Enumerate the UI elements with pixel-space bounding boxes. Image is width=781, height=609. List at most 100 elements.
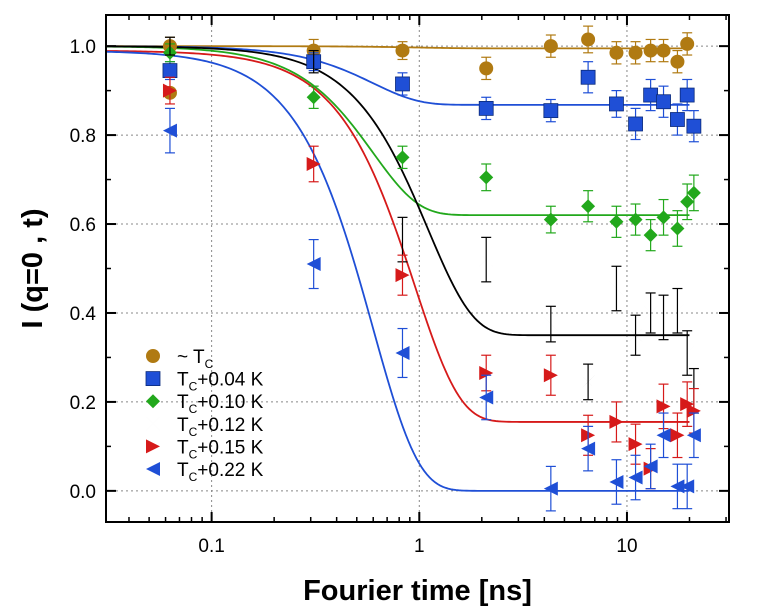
data-point-series-2 — [581, 199, 596, 214]
data-point-series-1 — [543, 103, 559, 119]
data-point-series-1 — [395, 76, 410, 92]
data-point-series-1 — [656, 94, 671, 110]
data-point-series-1 — [162, 63, 178, 78]
y-tick-label: 0.0 — [70, 482, 96, 503]
data-point-series-3 — [670, 303, 685, 318]
data-points — [162, 25, 702, 512]
data-point-series-3 — [479, 252, 494, 267]
data-point-series-0 — [643, 43, 658, 58]
data-point-series-5 — [479, 390, 494, 405]
legend-label-1: TC+0.04 K — [177, 370, 264, 394]
data-point-series-5 — [395, 346, 410, 360]
axis-ticks: 0.1 1 10 0.0 0.2 0.4 0.6 0.8 1.0 — [70, 15, 729, 557]
data-point-series-1 — [686, 118, 702, 134]
data-point-series-5 — [628, 470, 643, 485]
data-point-series-3 — [643, 305, 658, 320]
legend-label-suffix: +0.10 K — [197, 392, 263, 413]
data-point-series-2 — [306, 90, 321, 105]
data-point-series-1 — [679, 87, 695, 103]
data-point-series-1 — [670, 112, 685, 127]
x-axis-title: Fourier time [ns] — [303, 575, 532, 607]
fit-curve-5 — [105, 50, 690, 492]
y-axis-title: I (q=0 , t) — [17, 208, 49, 328]
data-point-series-5 — [643, 459, 658, 474]
data-point-series-0 — [395, 43, 410, 58]
legend-label-2: TC+0.10 K — [177, 392, 264, 416]
data-point-series-3 — [543, 317, 558, 332]
legend-marker-5 — [146, 462, 160, 476]
data-point-series-3 — [628, 328, 643, 343]
data-point-series-3 — [609, 281, 624, 296]
data-point-series-4 — [479, 366, 494, 381]
data-point-series-2 — [680, 194, 695, 209]
data-point-series-3 — [395, 232, 410, 247]
legend-label-4: TC+0.15 K — [177, 437, 264, 461]
data-point-series-0 — [543, 39, 558, 54]
y-tick-label: 0.8 — [70, 126, 96, 147]
y-tick-label: 0.2 — [70, 393, 96, 414]
data-point-series-1 — [478, 100, 494, 116]
data-point-series-2 — [670, 221, 685, 236]
data-point-series-3 — [680, 346, 695, 360]
data-point-series-2 — [479, 170, 494, 185]
data-point-series-4 — [670, 428, 685, 443]
legend-label-sub: C — [189, 380, 198, 394]
data-point-series-4 — [306, 156, 321, 171]
legend-marker-2 — [146, 394, 160, 409]
data-point-series-0 — [609, 45, 624, 60]
data-point-series-0 — [656, 43, 671, 58]
data-point-series-4 — [628, 437, 643, 452]
legend-label-main: T — [177, 392, 189, 413]
legend-marker-0 — [146, 349, 160, 363]
data-point-series-4 — [686, 403, 701, 418]
legend-label-main: T — [177, 437, 189, 458]
x-tick-label: 1 — [414, 536, 425, 557]
data-point-series-0 — [670, 54, 685, 69]
legend-label-main: T — [177, 415, 189, 436]
legend-label-5: TC+0.22 K — [177, 460, 264, 484]
data-point-series-1 — [609, 96, 624, 112]
data-point-series-0 — [628, 45, 643, 60]
data-point-series-2 — [628, 212, 643, 227]
data-point-series-5 — [162, 123, 177, 138]
legend-label-sub: C — [189, 447, 198, 461]
legend-label-3: TC+0.12 K — [177, 415, 264, 439]
data-point-series-3 — [656, 310, 671, 325]
legend-label-suffix: +0.22 K — [197, 460, 263, 481]
fit-curve-4 — [105, 50, 690, 423]
data-point-series-4 — [395, 268, 410, 283]
y-tick-label: 0.6 — [70, 215, 96, 236]
data-point-series-4 — [543, 368, 558, 383]
data-point-series-0 — [581, 32, 596, 47]
fit-curve-3 — [105, 45, 690, 337]
legend-marker-1 — [145, 371, 161, 387]
data-point-series-5 — [670, 479, 685, 494]
data-point-series-5 — [306, 257, 321, 272]
legend-label-main: T — [177, 460, 189, 481]
legend-label-main: ~ T — [177, 347, 205, 368]
x-tick-label: 0.1 — [198, 536, 224, 557]
legend-label-sub: C — [205, 357, 214, 371]
data-point-series-2 — [395, 150, 410, 165]
data-point-series-4 — [162, 83, 177, 98]
data-point-series-5 — [581, 441, 596, 456]
y-tick-label: 1.0 — [70, 37, 96, 58]
legend-label-0: ~ TC — [177, 347, 214, 371]
legend-label-main: T — [177, 370, 189, 391]
data-point-series-2 — [609, 214, 624, 229]
data-point-series-5 — [656, 428, 671, 443]
data-point-series-3 — [581, 374, 596, 389]
data-point-series-0 — [479, 61, 494, 76]
data-point-series-5 — [686, 428, 701, 443]
legend-marker-3 — [146, 416, 160, 431]
data-point-series-5 — [680, 479, 695, 494]
data-point-series-2 — [686, 185, 701, 200]
x-tick-label: 10 — [616, 536, 637, 557]
data-point-series-0 — [680, 36, 695, 51]
data-point-series-1 — [580, 69, 596, 85]
legend-label-suffix: +0.12 K — [197, 415, 263, 436]
data-point-series-4 — [656, 399, 671, 414]
data-point-series-1 — [628, 116, 643, 132]
